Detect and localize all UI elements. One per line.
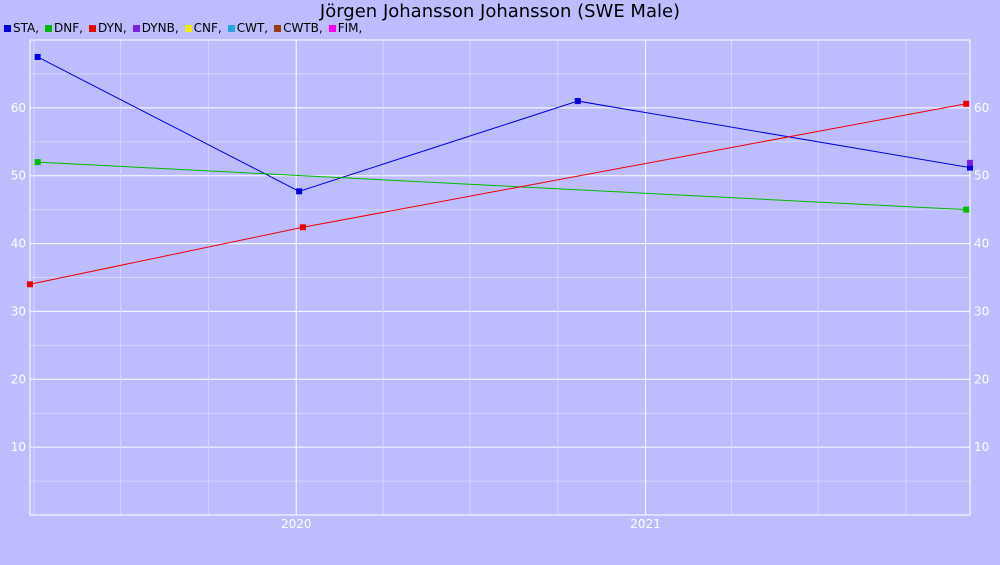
x-tick-label: 2021 — [630, 517, 661, 531]
data-point-dynb — [967, 159, 973, 166]
grid — [30, 40, 970, 515]
y-tick-label-left: 40 — [11, 237, 26, 251]
legend-item: FIM, — [328, 21, 363, 35]
legend-item: STA, — [4, 21, 39, 35]
legend-swatch — [88, 24, 96, 32]
legend-swatch — [132, 24, 140, 32]
legend-label: DNF, — [54, 21, 83, 35]
data-point-dyn — [27, 281, 33, 288]
legend-label: DYN, — [97, 21, 127, 35]
data-point-dyn — [963, 100, 970, 107]
y-tick-label-left: 10 — [11, 440, 26, 454]
legend-swatch — [45, 24, 53, 32]
y-tick-label-right: 20 — [974, 372, 989, 386]
chart-title: Jörgen Johansson Johansson (SWE Male) — [319, 1, 681, 22]
series-line-dnf — [37, 161, 967, 211]
series-layer — [27, 53, 973, 288]
legend-label: FIM, — [337, 21, 363, 35]
legend: STA, DNF, DYN, DYNB, CNF, CWT, CWTB, FIM, — [4, 20, 368, 36]
legend-item: CWT, — [227, 21, 269, 35]
series-line-sta — [37, 56, 971, 192]
data-point-sta — [574, 98, 581, 105]
legend-swatch — [184, 24, 192, 32]
y-tick-label-left: 20 — [11, 372, 26, 386]
data-point-dnf — [34, 159, 41, 166]
legend-label: CWT, — [236, 21, 269, 35]
data-point-dyn — [299, 224, 306, 231]
legend-label: DYNB, — [141, 21, 179, 35]
y-tick-label-right: 60 — [974, 101, 989, 115]
legend-item: DYN, — [88, 21, 127, 35]
y-tick-label-right: 30 — [974, 304, 989, 318]
data-point-sta — [296, 188, 303, 195]
data-point-sta — [34, 53, 41, 60]
plot-border — [29, 39, 971, 516]
y-tick-label-right: 10 — [974, 440, 989, 454]
legend-swatch — [227, 24, 235, 32]
legend-swatch — [328, 24, 336, 32]
legend-item: CWTB, — [274, 21, 323, 35]
legend-item: DNF, — [45, 21, 83, 35]
legend-item: CNF, — [184, 21, 222, 35]
legend-label: CWTB, — [283, 21, 323, 35]
legend-label: CNF, — [193, 21, 222, 35]
y-tick-label-left: 60 — [11, 101, 26, 115]
data-point-dnf — [963, 206, 970, 213]
x-tick-label: 2020 — [281, 517, 312, 531]
y-tick-label-right: 50 — [974, 169, 989, 183]
legend-swatch — [274, 24, 282, 32]
y-tick-label-right: 40 — [974, 237, 989, 251]
series-line-dyn — [29, 103, 967, 285]
legend-swatch — [4, 24, 11, 32]
data-point-sta — [967, 164, 973, 171]
y-tick-label-left: 30 — [11, 304, 26, 318]
legend-item: DYNB, — [132, 21, 179, 35]
legend-label: STA, — [13, 21, 40, 35]
y-tick-label-left: 50 — [11, 169, 26, 183]
